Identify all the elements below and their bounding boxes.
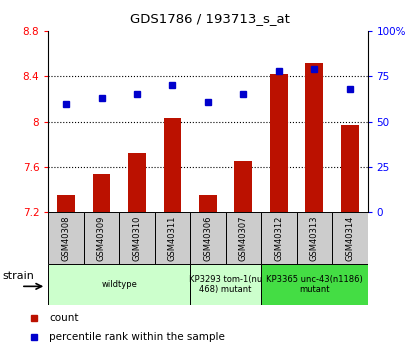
Text: GSM40314: GSM40314: [345, 215, 354, 261]
FancyBboxPatch shape: [84, 212, 119, 264]
Bar: [234, 161, 252, 212]
Text: GSM40306: GSM40306: [203, 215, 213, 261]
FancyBboxPatch shape: [332, 212, 368, 264]
Bar: [199, 195, 217, 212]
Text: wildtype: wildtype: [101, 280, 137, 289]
Text: GSM40313: GSM40313: [310, 215, 319, 261]
Bar: [341, 125, 359, 212]
FancyBboxPatch shape: [190, 264, 261, 305]
Bar: [128, 153, 146, 212]
FancyBboxPatch shape: [297, 212, 332, 264]
Bar: [163, 118, 181, 212]
Text: KP3365 unc-43(n1186)
mutant: KP3365 unc-43(n1186) mutant: [266, 275, 363, 294]
FancyBboxPatch shape: [119, 212, 155, 264]
FancyBboxPatch shape: [155, 212, 190, 264]
Text: KP3293 tom-1(nu
468) mutant: KP3293 tom-1(nu 468) mutant: [189, 275, 262, 294]
Text: GSM40309: GSM40309: [97, 215, 106, 261]
Bar: [305, 63, 323, 212]
Text: strain: strain: [2, 271, 34, 281]
Text: GSM40307: GSM40307: [239, 215, 248, 261]
Text: GSM40310: GSM40310: [132, 215, 142, 261]
Text: GSM40311: GSM40311: [168, 215, 177, 261]
Text: GSM40312: GSM40312: [274, 215, 284, 261]
FancyBboxPatch shape: [261, 264, 368, 305]
Text: count: count: [50, 313, 79, 323]
Bar: [57, 195, 75, 212]
FancyBboxPatch shape: [261, 212, 297, 264]
FancyBboxPatch shape: [226, 212, 261, 264]
FancyBboxPatch shape: [48, 212, 84, 264]
Text: GSM40308: GSM40308: [62, 215, 71, 261]
FancyBboxPatch shape: [190, 212, 226, 264]
Text: GDS1786 / 193713_s_at: GDS1786 / 193713_s_at: [130, 12, 290, 25]
Text: percentile rank within the sample: percentile rank within the sample: [50, 332, 225, 342]
Bar: [93, 174, 110, 212]
FancyBboxPatch shape: [48, 264, 190, 305]
Bar: [270, 74, 288, 212]
